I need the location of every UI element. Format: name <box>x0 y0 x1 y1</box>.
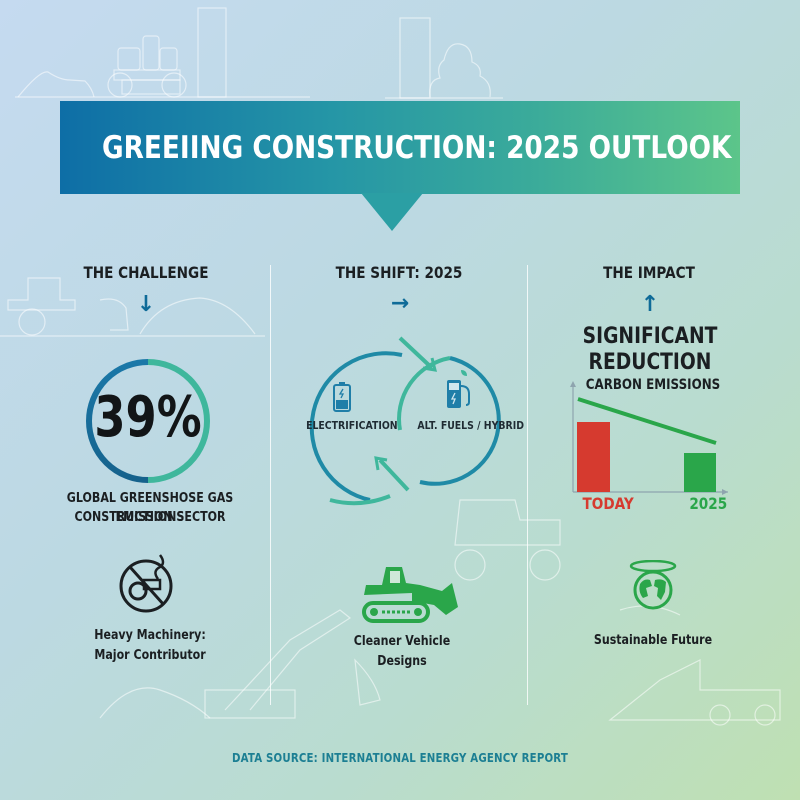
year-2025-label: 2025 <box>689 494 728 513</box>
heavy-machinery-line1: Heavy Machinery: <box>94 628 206 643</box>
down-arrow-icon: ↓ <box>136 292 156 317</box>
page-title: GREEIING CONSTRUCTION: 2025 OUTLOOK <box>102 129 732 166</box>
stat-ring <box>86 359 210 483</box>
shift-cycle-diagram <box>309 336 501 506</box>
shift-title: THE SHIFT: 2025 <box>335 263 463 282</box>
heavy-machinery-line2: Major Contributor <box>94 648 206 663</box>
no-smoking-machinery-icon <box>119 554 173 613</box>
title-banner: GREEIING CONSTRUCTION: 2025 OUTLOOK <box>60 101 740 194</box>
globe-icon <box>629 560 677 610</box>
alt-fuels-label: ALT. FUELS / HYBRID <box>417 419 524 432</box>
bar-today <box>577 422 610 492</box>
column-divider-left <box>270 265 271 705</box>
cleaner-vehicle-label: Cleaner Vehicle Designs <box>353 634 451 669</box>
stat-caption-line2: CONSTRUCTION SECTOR <box>74 510 226 525</box>
column-divider-right <box>527 265 528 705</box>
up-arrow-icon: ↑ <box>640 292 660 317</box>
battery-icon <box>333 382 351 412</box>
impact-title: THE IMPACT <box>603 263 695 282</box>
challenge-title: THE CHALLENGE <box>83 263 209 282</box>
right-arrow-icon: → <box>390 291 410 316</box>
stat-caption-line1: GLOBAL GREENSHOSE GAS EMISSIONS <box>66 491 234 525</box>
data-source: DATA SOURCE: INTERNATIONAL ENERGY AGENCY… <box>232 751 568 765</box>
stat-value: 39% <box>94 385 202 450</box>
today-label: TODAY <box>582 494 634 513</box>
impact-headline-line1: SIGNIFICANT <box>582 324 718 349</box>
banner-pointer <box>361 193 423 231</box>
electrification-label: ELECTRIFICATION <box>306 419 398 432</box>
fuel-pump-icon <box>447 370 470 408</box>
impact-headline-line2: REDUCTION <box>588 350 712 375</box>
impact-subheadline: CARBON EMISSIONS <box>585 377 721 393</box>
sustainable-future-label: Sustainable Future <box>593 633 713 648</box>
trend-line <box>577 397 717 445</box>
bulldozer-icon <box>362 567 458 623</box>
bar-2025 <box>684 453 716 492</box>
emissions-bar-chart <box>570 381 728 495</box>
